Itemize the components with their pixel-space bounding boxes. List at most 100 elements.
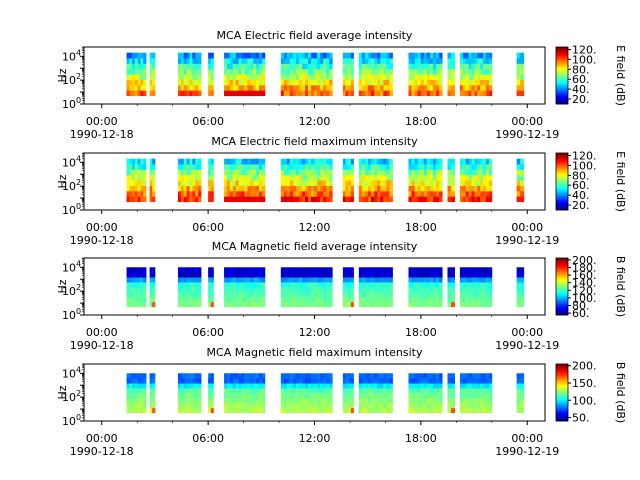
heatmap-cell — [323, 301, 327, 308]
heatmap-cell — [238, 52, 242, 59]
heatmap-cell — [183, 84, 188, 91]
heatmap-cell — [286, 397, 291, 404]
heatmap-cell — [143, 196, 147, 203]
colorbar-swatch — [556, 205, 568, 208]
heatmap-cell — [374, 282, 378, 288]
heatmap-cell — [451, 301, 455, 308]
heatmap-cell — [348, 196, 352, 203]
heatmap-cell — [408, 277, 412, 283]
heatmap-cell — [235, 282, 240, 288]
heatmap-cell — [474, 180, 478, 186]
heatmap-cell — [177, 378, 182, 384]
heatmap-cell — [210, 90, 214, 97]
heatmap-cell — [520, 68, 525, 75]
heatmap-cell — [232, 373, 237, 379]
heatmap-cell — [256, 84, 260, 91]
heatmap-cell — [235, 388, 240, 394]
colorbar-swatch — [556, 170, 568, 172]
heatmap-cell — [317, 180, 321, 186]
heatmap-cell — [329, 158, 333, 165]
heatmap-cell — [226, 63, 231, 70]
colorbar-swatch — [556, 153, 568, 155]
heatmap-cell — [241, 79, 245, 86]
heatmap-cell — [226, 52, 231, 59]
heatmap-cell — [259, 196, 263, 203]
colorbar-swatch — [556, 81, 568, 83]
heatmap-cell — [250, 383, 254, 389]
heatmap-cell — [280, 301, 285, 308]
heatmap-cell — [383, 392, 387, 399]
heatmap-cell — [210, 158, 214, 165]
heatmap-cell — [192, 286, 196, 293]
heatmap-cell — [129, 286, 133, 293]
heatmap-cell — [488, 397, 493, 404]
heatmap-cell — [195, 84, 199, 91]
heatmap-cell — [126, 392, 130, 399]
heatmap-cell — [411, 52, 415, 59]
heatmap-cell — [238, 277, 242, 283]
heatmap-cell — [364, 84, 369, 91]
heatmap-cell — [465, 301, 469, 308]
colorbar-swatch — [556, 88, 568, 91]
heatmap-cell — [283, 291, 288, 298]
heatmap-cell — [186, 286, 190, 293]
heatmap-cell — [408, 169, 412, 176]
heatmap-cell — [516, 296, 521, 303]
heatmap-cell — [426, 185, 431, 192]
heatmap-cell — [189, 282, 193, 288]
heatmap-cell — [477, 388, 481, 394]
heatmap-cell — [348, 190, 352, 197]
heatmap-cell — [323, 169, 327, 176]
heatmap-cell — [451, 74, 455, 80]
heatmap-cell — [235, 174, 240, 181]
heatmap-cell — [326, 407, 330, 414]
heatmap-cell — [451, 68, 455, 75]
heatmap-cell — [229, 286, 234, 293]
heatmap-cell — [329, 272, 333, 278]
heatmap-cell — [323, 296, 327, 303]
colorbar-swatch — [556, 171, 568, 174]
heatmap-cell — [414, 402, 419, 409]
colorbar-swatch — [556, 307, 568, 310]
heatmap-cell — [259, 397, 263, 404]
heatmap-cell — [345, 383, 349, 389]
heatmap-cell — [459, 68, 464, 75]
heatmap-cell — [488, 169, 493, 176]
colorbar-swatch — [556, 187, 568, 189]
heatmap-cell — [126, 84, 130, 91]
heatmap-cell — [345, 407, 349, 414]
heatmap-cell — [301, 158, 306, 165]
heatmap-cell — [488, 277, 493, 283]
heatmap-cell — [345, 158, 349, 165]
colorbar-swatch — [556, 161, 568, 164]
heatmap-cell — [459, 378, 464, 384]
heatmap-cell — [358, 383, 363, 389]
heatmap-cell — [280, 282, 285, 288]
heatmap-cell — [186, 174, 190, 181]
heatmap-cell — [317, 196, 321, 203]
heatmap-cell — [314, 272, 318, 278]
heatmap-cell — [459, 373, 464, 379]
heatmap-cell — [342, 52, 346, 59]
heatmap-cell — [305, 388, 309, 394]
heatmap-cell — [259, 68, 263, 75]
heatmap-cell — [320, 185, 324, 192]
heatmap-cell — [364, 52, 369, 59]
heatmap-cell — [259, 373, 263, 379]
heatmap-cell — [129, 58, 133, 64]
heatmap-cell — [323, 58, 327, 64]
heatmap-cell — [371, 267, 375, 273]
heatmap-cell — [329, 185, 333, 192]
heatmap-cell — [468, 164, 472, 170]
heatmap-cell — [374, 63, 378, 70]
heatmap-cell — [468, 169, 472, 176]
heatmap-cell — [488, 272, 493, 278]
heatmap-cell — [414, 164, 419, 170]
heatmap-cell — [459, 383, 464, 389]
colorbar-label: E field (dB) — [614, 45, 627, 106]
heatmap-cell — [244, 407, 248, 414]
heatmap-cell — [468, 52, 472, 59]
heatmap-cell — [451, 164, 455, 170]
heatmap-cell — [132, 378, 136, 384]
heatmap-cell — [345, 196, 349, 203]
